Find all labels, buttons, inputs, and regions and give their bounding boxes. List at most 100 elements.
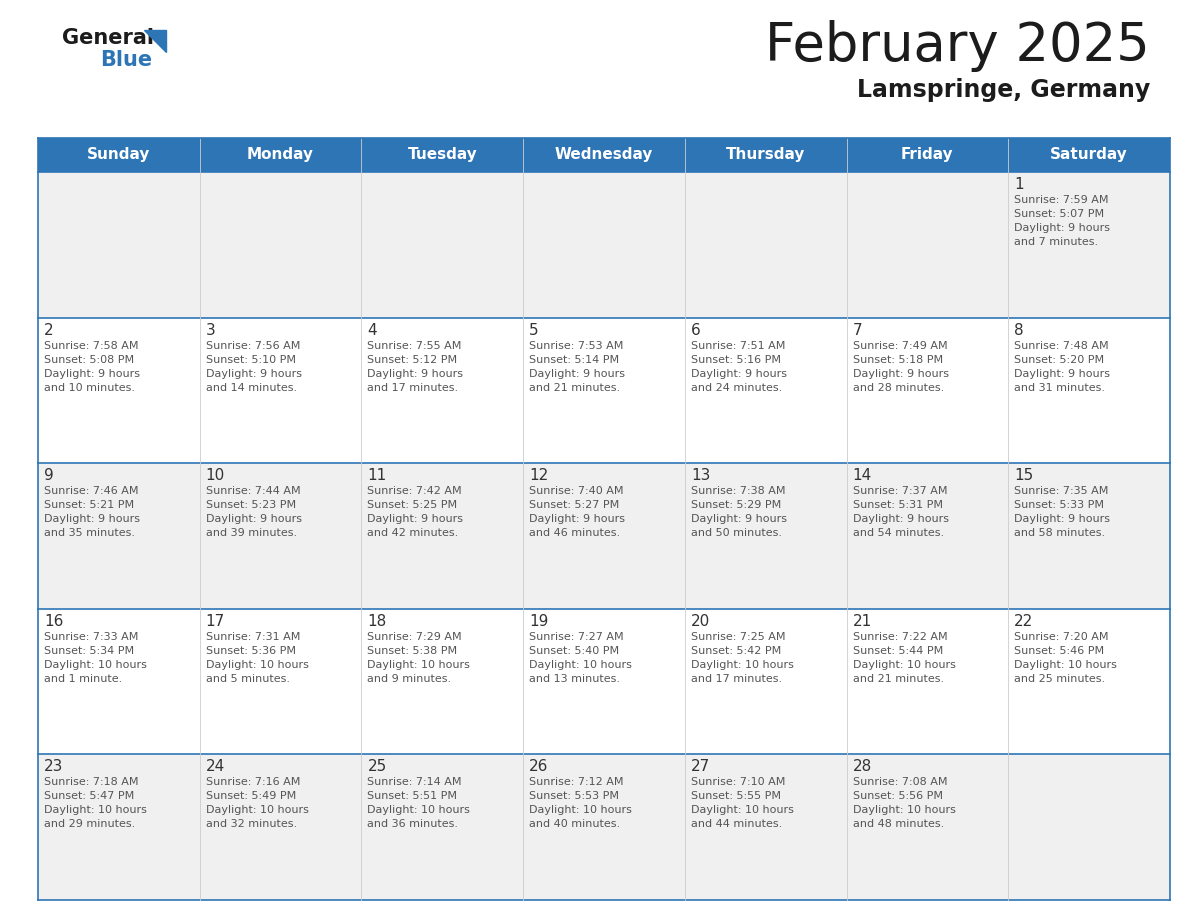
- Bar: [361, 609, 523, 755]
- Text: 13: 13: [691, 468, 710, 483]
- Text: Sunrise: 7:55 AM
Sunset: 5:12 PM
Daylight: 9 hours
and 17 minutes.: Sunrise: 7:55 AM Sunset: 5:12 PM Dayligh…: [367, 341, 463, 393]
- Bar: [38, 609, 200, 755]
- Text: 15: 15: [1015, 468, 1034, 483]
- Text: 10: 10: [206, 468, 225, 483]
- Text: Sunrise: 7:35 AM
Sunset: 5:33 PM
Daylight: 9 hours
and 58 minutes.: Sunrise: 7:35 AM Sunset: 5:33 PM Dayligh…: [1015, 487, 1111, 538]
- Bar: [361, 172, 523, 318]
- Text: 14: 14: [853, 468, 872, 483]
- Bar: [361, 755, 523, 900]
- Text: Monday: Monday: [247, 148, 314, 162]
- Text: Sunrise: 7:58 AM
Sunset: 5:08 PM
Daylight: 9 hours
and 10 minutes.: Sunrise: 7:58 AM Sunset: 5:08 PM Dayligh…: [44, 341, 140, 393]
- Text: Sunrise: 7:59 AM
Sunset: 5:07 PM
Daylight: 9 hours
and 7 minutes.: Sunrise: 7:59 AM Sunset: 5:07 PM Dayligh…: [1015, 195, 1111, 247]
- Text: 24: 24: [206, 759, 225, 775]
- Bar: [361, 138, 523, 172]
- Bar: [523, 464, 684, 609]
- Bar: [1009, 755, 1170, 900]
- Text: Sunrise: 7:38 AM
Sunset: 5:29 PM
Daylight: 9 hours
and 50 minutes.: Sunrise: 7:38 AM Sunset: 5:29 PM Dayligh…: [691, 487, 786, 538]
- Text: 16: 16: [44, 614, 63, 629]
- Text: 20: 20: [691, 614, 710, 629]
- Bar: [847, 172, 1009, 318]
- Text: Tuesday: Tuesday: [407, 148, 478, 162]
- Bar: [38, 318, 200, 464]
- Text: Sunrise: 7:25 AM
Sunset: 5:42 PM
Daylight: 10 hours
and 17 minutes.: Sunrise: 7:25 AM Sunset: 5:42 PM Dayligh…: [691, 632, 794, 684]
- Text: Sunrise: 7:29 AM
Sunset: 5:38 PM
Daylight: 10 hours
and 9 minutes.: Sunrise: 7:29 AM Sunset: 5:38 PM Dayligh…: [367, 632, 470, 684]
- Bar: [200, 609, 361, 755]
- Text: 25: 25: [367, 759, 386, 775]
- Text: Sunrise: 7:10 AM
Sunset: 5:55 PM
Daylight: 10 hours
and 44 minutes.: Sunrise: 7:10 AM Sunset: 5:55 PM Dayligh…: [691, 778, 794, 829]
- Text: 7: 7: [853, 322, 862, 338]
- Text: Saturday: Saturday: [1050, 148, 1129, 162]
- Text: Sunrise: 7:16 AM
Sunset: 5:49 PM
Daylight: 10 hours
and 32 minutes.: Sunrise: 7:16 AM Sunset: 5:49 PM Dayligh…: [206, 778, 309, 829]
- Text: Lamspringe, Germany: Lamspringe, Germany: [857, 78, 1150, 102]
- Text: Friday: Friday: [902, 148, 954, 162]
- Bar: [200, 172, 361, 318]
- Text: Sunrise: 7:46 AM
Sunset: 5:21 PM
Daylight: 9 hours
and 35 minutes.: Sunrise: 7:46 AM Sunset: 5:21 PM Dayligh…: [44, 487, 140, 538]
- Bar: [200, 464, 361, 609]
- Text: 5: 5: [529, 322, 539, 338]
- Text: Sunrise: 7:18 AM
Sunset: 5:47 PM
Daylight: 10 hours
and 29 minutes.: Sunrise: 7:18 AM Sunset: 5:47 PM Dayligh…: [44, 778, 147, 829]
- Text: 21: 21: [853, 614, 872, 629]
- Text: Sunrise: 7:14 AM
Sunset: 5:51 PM
Daylight: 10 hours
and 36 minutes.: Sunrise: 7:14 AM Sunset: 5:51 PM Dayligh…: [367, 778, 470, 829]
- Bar: [684, 318, 847, 464]
- Text: Sunrise: 7:20 AM
Sunset: 5:46 PM
Daylight: 10 hours
and 25 minutes.: Sunrise: 7:20 AM Sunset: 5:46 PM Dayligh…: [1015, 632, 1117, 684]
- Text: General: General: [62, 28, 154, 48]
- Text: 23: 23: [44, 759, 63, 775]
- Text: 17: 17: [206, 614, 225, 629]
- Bar: [847, 464, 1009, 609]
- Text: Sunrise: 7:42 AM
Sunset: 5:25 PM
Daylight: 9 hours
and 42 minutes.: Sunrise: 7:42 AM Sunset: 5:25 PM Dayligh…: [367, 487, 463, 538]
- Text: Sunrise: 7:56 AM
Sunset: 5:10 PM
Daylight: 9 hours
and 14 minutes.: Sunrise: 7:56 AM Sunset: 5:10 PM Dayligh…: [206, 341, 302, 393]
- Bar: [1009, 138, 1170, 172]
- Text: 12: 12: [529, 468, 549, 483]
- Bar: [38, 464, 200, 609]
- Bar: [200, 138, 361, 172]
- Text: Sunrise: 7:08 AM
Sunset: 5:56 PM
Daylight: 10 hours
and 48 minutes.: Sunrise: 7:08 AM Sunset: 5:56 PM Dayligh…: [853, 778, 955, 829]
- Text: 19: 19: [529, 614, 549, 629]
- Bar: [361, 464, 523, 609]
- Bar: [684, 172, 847, 318]
- Bar: [1009, 464, 1170, 609]
- Bar: [523, 609, 684, 755]
- Text: Wednesday: Wednesday: [555, 148, 653, 162]
- Bar: [684, 755, 847, 900]
- Bar: [1009, 318, 1170, 464]
- Text: Sunrise: 7:12 AM
Sunset: 5:53 PM
Daylight: 10 hours
and 40 minutes.: Sunrise: 7:12 AM Sunset: 5:53 PM Dayligh…: [529, 778, 632, 829]
- Text: Sunrise: 7:27 AM
Sunset: 5:40 PM
Daylight: 10 hours
and 13 minutes.: Sunrise: 7:27 AM Sunset: 5:40 PM Dayligh…: [529, 632, 632, 684]
- Bar: [684, 609, 847, 755]
- Text: 18: 18: [367, 614, 386, 629]
- Text: 8: 8: [1015, 322, 1024, 338]
- Text: 27: 27: [691, 759, 710, 775]
- Bar: [38, 755, 200, 900]
- Text: Sunday: Sunday: [87, 148, 151, 162]
- Text: Sunrise: 7:48 AM
Sunset: 5:20 PM
Daylight: 9 hours
and 31 minutes.: Sunrise: 7:48 AM Sunset: 5:20 PM Dayligh…: [1015, 341, 1111, 393]
- Text: Sunrise: 7:49 AM
Sunset: 5:18 PM
Daylight: 9 hours
and 28 minutes.: Sunrise: 7:49 AM Sunset: 5:18 PM Dayligh…: [853, 341, 948, 393]
- Bar: [847, 138, 1009, 172]
- Bar: [847, 318, 1009, 464]
- Text: Sunrise: 7:31 AM
Sunset: 5:36 PM
Daylight: 10 hours
and 5 minutes.: Sunrise: 7:31 AM Sunset: 5:36 PM Dayligh…: [206, 632, 309, 684]
- Bar: [523, 138, 684, 172]
- Bar: [523, 172, 684, 318]
- Text: Sunrise: 7:40 AM
Sunset: 5:27 PM
Daylight: 9 hours
and 46 minutes.: Sunrise: 7:40 AM Sunset: 5:27 PM Dayligh…: [529, 487, 625, 538]
- Bar: [847, 755, 1009, 900]
- Text: Sunrise: 7:53 AM
Sunset: 5:14 PM
Daylight: 9 hours
and 21 minutes.: Sunrise: 7:53 AM Sunset: 5:14 PM Dayligh…: [529, 341, 625, 393]
- Text: 11: 11: [367, 468, 386, 483]
- Text: Sunrise: 7:51 AM
Sunset: 5:16 PM
Daylight: 9 hours
and 24 minutes.: Sunrise: 7:51 AM Sunset: 5:16 PM Dayligh…: [691, 341, 786, 393]
- Bar: [1009, 172, 1170, 318]
- Text: February 2025: February 2025: [765, 20, 1150, 72]
- Bar: [200, 318, 361, 464]
- Bar: [200, 755, 361, 900]
- Bar: [38, 138, 200, 172]
- Bar: [523, 318, 684, 464]
- Text: Sunrise: 7:22 AM
Sunset: 5:44 PM
Daylight: 10 hours
and 21 minutes.: Sunrise: 7:22 AM Sunset: 5:44 PM Dayligh…: [853, 632, 955, 684]
- Text: 2: 2: [44, 322, 53, 338]
- Bar: [684, 464, 847, 609]
- Bar: [523, 755, 684, 900]
- Text: 22: 22: [1015, 614, 1034, 629]
- Bar: [1009, 609, 1170, 755]
- Text: 6: 6: [691, 322, 701, 338]
- Bar: [361, 318, 523, 464]
- Bar: [847, 609, 1009, 755]
- Bar: [684, 138, 847, 172]
- Text: Sunrise: 7:44 AM
Sunset: 5:23 PM
Daylight: 9 hours
and 39 minutes.: Sunrise: 7:44 AM Sunset: 5:23 PM Dayligh…: [206, 487, 302, 538]
- Text: 3: 3: [206, 322, 215, 338]
- Bar: [38, 172, 200, 318]
